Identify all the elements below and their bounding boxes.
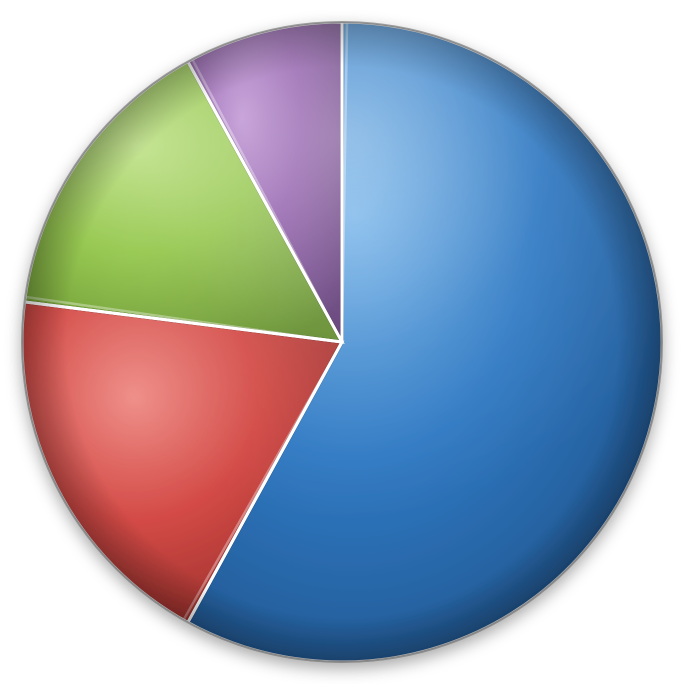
pie-chart-container	[0, 0, 685, 684]
pie-chart	[0, 0, 685, 684]
